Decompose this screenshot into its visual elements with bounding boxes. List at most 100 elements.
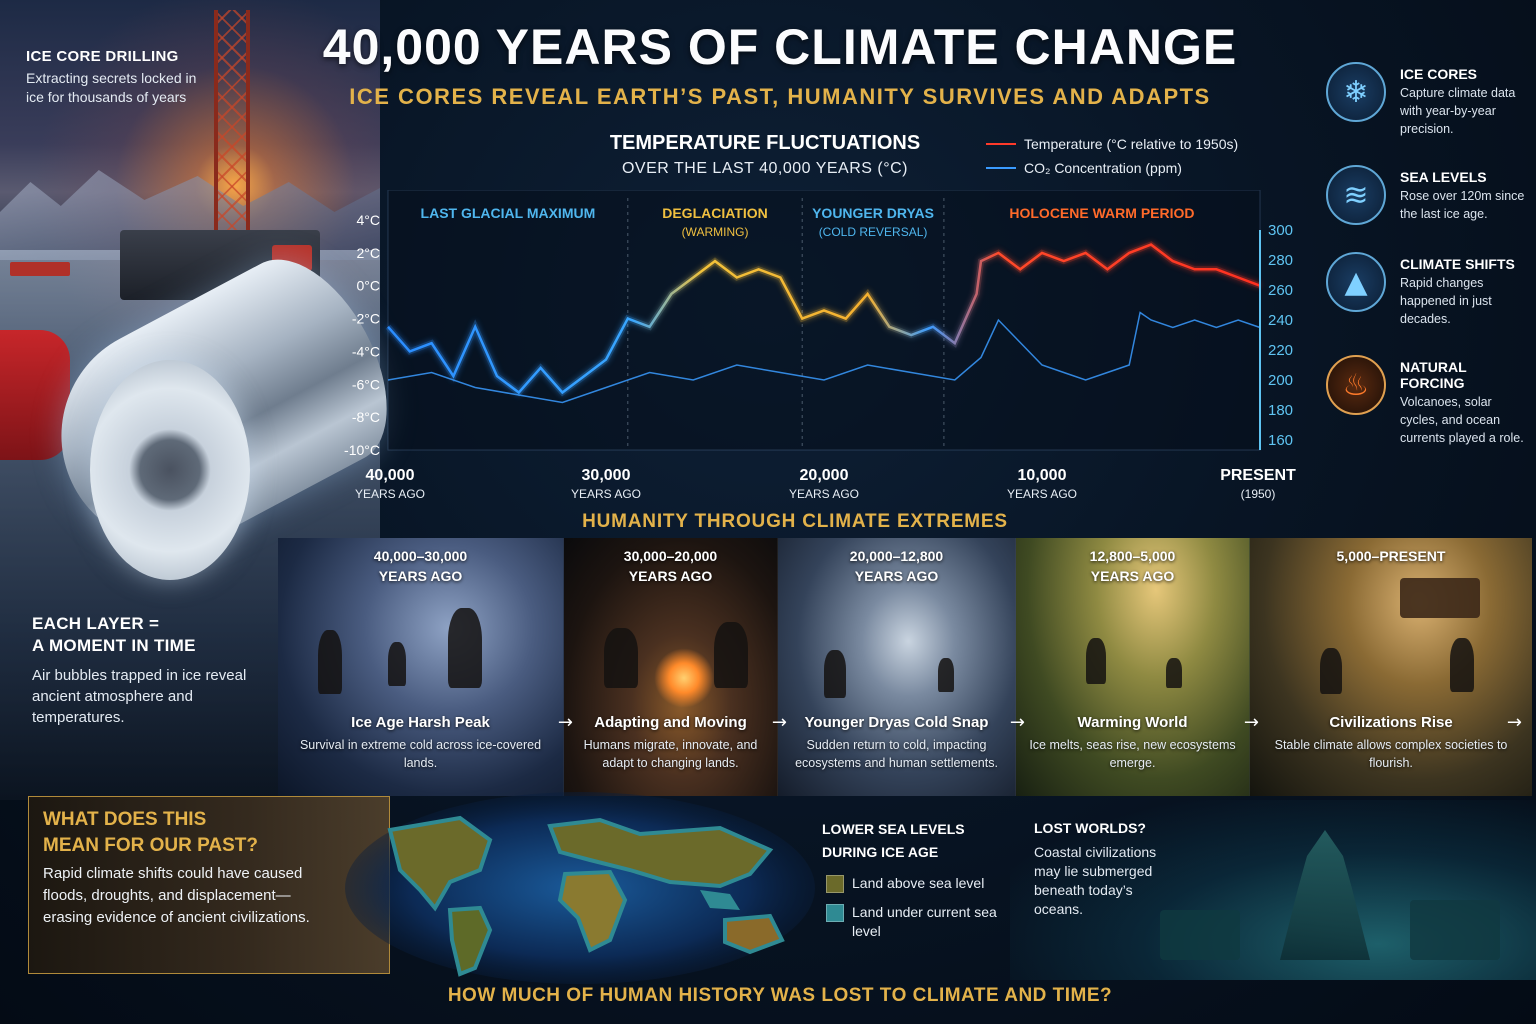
era-desc: Stable climate allows complex societies … — [1274, 738, 1508, 770]
period-label: HOLOCENE WARM PERIOD — [1009, 205, 1194, 221]
fact-title: CLIMATE SHIFTS — [1400, 256, 1515, 272]
x-tick-label: 40,000 — [366, 467, 415, 484]
our-past-text: Rapid climate shifts could have caused f… — [43, 865, 310, 926]
y-right-tick-label: 160 — [1268, 432, 1293, 449]
plot-frame — [387, 190, 1261, 451]
y-left-tick-label: -8°C — [352, 409, 380, 425]
gloved-hand — [0, 330, 70, 460]
person-figure — [824, 650, 846, 698]
north-america — [387, 815, 493, 912]
arrow-right-icon: → — [1506, 712, 1522, 733]
x-tick-label: 30,000 — [582, 467, 631, 484]
each-layer-caption: EACH LAYER = A MOMENT IN TIME Air bubble… — [32, 613, 252, 728]
x-tick-label: 10,000 — [1018, 467, 1067, 484]
y-right-tick-label: 180 — [1268, 402, 1293, 419]
africa — [557, 869, 628, 953]
x-tick-sublabel: YEARS AGO — [1007, 487, 1077, 501]
drilling-rig — [214, 10, 250, 270]
x-tick-sublabel: YEARS AGO — [789, 487, 859, 501]
era-range: 20,000–12,800 YEARS AGO — [849, 548, 944, 584]
chart-axes: 4°C 2°C 0°C -2°C -4°C -6°C -8°C -10°C 300 280 260 2… — [344, 212, 1296, 501]
drilling-text: Extracting secrets locked in ice for tho… — [26, 70, 197, 105]
y-left-tick-label: -6°C — [352, 376, 380, 392]
sunken-city-illustration — [1010, 800, 1536, 980]
co2-line — [387, 311, 1261, 404]
x-tick-sublabel: YEARS AGO — [571, 487, 641, 501]
sea-levels-title-line-2: DURING ICE AGE — [822, 844, 939, 860]
hunter-figure — [318, 630, 342, 694]
sea-legend-label: Land under current sea level — [852, 904, 997, 939]
legend-item-co2: CO₂ Concentration (ppm) — [986, 156, 1286, 180]
page-title: 40,000 YEARS OF CLIMATE CHANGE — [322, 19, 1238, 75]
our-past-title-line-1: WHAT DOES THIS — [43, 809, 207, 830]
hunter-figure — [448, 608, 482, 688]
fact-desc: Capture climate data with year-by-year p… — [1400, 86, 1516, 136]
humanity-section-title: HUMANITY THROUGH CLIMATE EXTREMES — [582, 511, 1008, 532]
hunter-figure — [388, 642, 406, 686]
y-right-tick-label: 300 — [1268, 222, 1293, 239]
village-house — [1400, 578, 1480, 618]
ice-core-drilling-illustration — [0, 0, 418, 800]
era-range: 30,000–20,000 YEARS AGO — [623, 548, 718, 584]
era-desc: Ice melts, seas rise, new ecosystems eme… — [1029, 738, 1236, 770]
fact-title: ICE CORES — [1400, 66, 1478, 82]
arrow-right-icon: → — [1009, 712, 1025, 733]
era-younger-dryas-cold-snap: 20,000–12,800 YEARS AGO Younger Dryas Co… — [778, 538, 1025, 796]
period-note: (WARMING) — [682, 225, 749, 239]
legend-item-temperature: Temperature (°C relative to 1950s) — [986, 132, 1286, 156]
period-note: (COLD REVERSAL) — [819, 225, 928, 239]
layer-title-line-1: EACH LAYER = — [32, 614, 160, 633]
sea-levels-title: LOWER SEA LEVELS DURING ICE AGE — [822, 818, 965, 864]
sunken-ruins — [1410, 900, 1500, 960]
person-figure — [1450, 638, 1474, 692]
legend-swatch-temperature — [986, 143, 1016, 145]
era-ice-age-harsh-peak: 40,000–30,000 YEARS AGO Ice Age Harsh Pe… — [278, 538, 573, 796]
layer-text: Air bubbles trapped in ice reveal ancien… — [32, 667, 247, 726]
person-figure — [1166, 658, 1182, 688]
our-past-title: WHAT DOES THIS MEAN FOR OUR PAST? — [43, 807, 258, 859]
legend-label-co2: CO₂ Concentration (ppm) — [1024, 160, 1182, 176]
wave-icon: ≋ — [1326, 165, 1386, 225]
lost-worlds-text: Coastal civilizations may lie submerged … — [1034, 844, 1157, 917]
layer-title-line-2: A MOMENT IN TIME — [32, 636, 196, 655]
sunda-shelf — [700, 890, 740, 910]
legend-swatch-co2 — [986, 167, 1016, 169]
ice-age-world-map — [345, 792, 815, 984]
ice-core-cross-section — [90, 360, 250, 580]
fact-desc: Rose over 120m since the last ice age. — [1400, 189, 1525, 221]
era-range: 12,800–5,000 YEARS AGO — [1089, 548, 1176, 584]
x-tick-label: 20,000 — [800, 467, 849, 484]
fact-natural-forcing: ♨ NATURAL FORCING Volcanoes, solar cycle… — [1326, 355, 1526, 447]
y-left-tick-label: -4°C — [352, 343, 380, 359]
sea-legend-land-above: Land above sea level — [826, 874, 984, 893]
period-label: DEGLACIATION — [662, 205, 768, 221]
era-civilizations-rise: 5,000–PRESENT Civilizations Rise Stable … — [1250, 538, 1532, 796]
our-past-title-line-2: MEAN FOR OUR PAST? — [43, 835, 258, 856]
y-left-tick-label: 0°C — [357, 278, 381, 294]
fact-climate-shifts: ▲ CLIMATE SHIFTS Rapid changes happened … — [1326, 252, 1526, 328]
australia — [723, 913, 785, 955]
fact-title: SEA LEVELS — [1400, 169, 1487, 185]
y-right-tick-label: 200 — [1268, 372, 1293, 389]
x-tick-sublabel: (1950) — [1241, 487, 1276, 501]
sea-swatch-under — [826, 904, 844, 922]
person-figure — [1320, 648, 1342, 694]
era-name: Adapting and Moving — [594, 714, 747, 731]
eurasia — [547, 817, 774, 889]
temperature-co2-chart: LAST GLACIAL MAXIMUM DEGLACIATION (WARMING… — [344, 190, 1296, 501]
y-right-tick-label: 240 — [1268, 312, 1293, 329]
series-lines — [385, 241, 1262, 404]
person-figure — [604, 628, 638, 688]
fact-desc: Volcanoes, solar cycles, and ocean curre… — [1400, 395, 1524, 445]
drilling-title: ICE CORE DRILLING — [26, 48, 179, 65]
person-figure — [714, 622, 748, 688]
person-figure — [1086, 638, 1106, 684]
facts-sidebar: ❄ ICE CORES Capture climate data with ye… — [1326, 62, 1526, 474]
chart-legend: Temperature (°C relative to 1950s) CO₂ C… — [986, 132, 1286, 180]
snow-vehicle-left — [10, 262, 70, 276]
x-tick-label: PRESENT — [1220, 467, 1296, 484]
fact-sea-levels: ≋ SEA LEVELS Rose over 120m since the la… — [1326, 165, 1526, 225]
campfire — [654, 648, 714, 708]
period-label: LAST GLACIAL MAXIMUM — [421, 205, 596, 221]
fact-desc: Rapid changes happened in just decades. — [1400, 276, 1492, 326]
